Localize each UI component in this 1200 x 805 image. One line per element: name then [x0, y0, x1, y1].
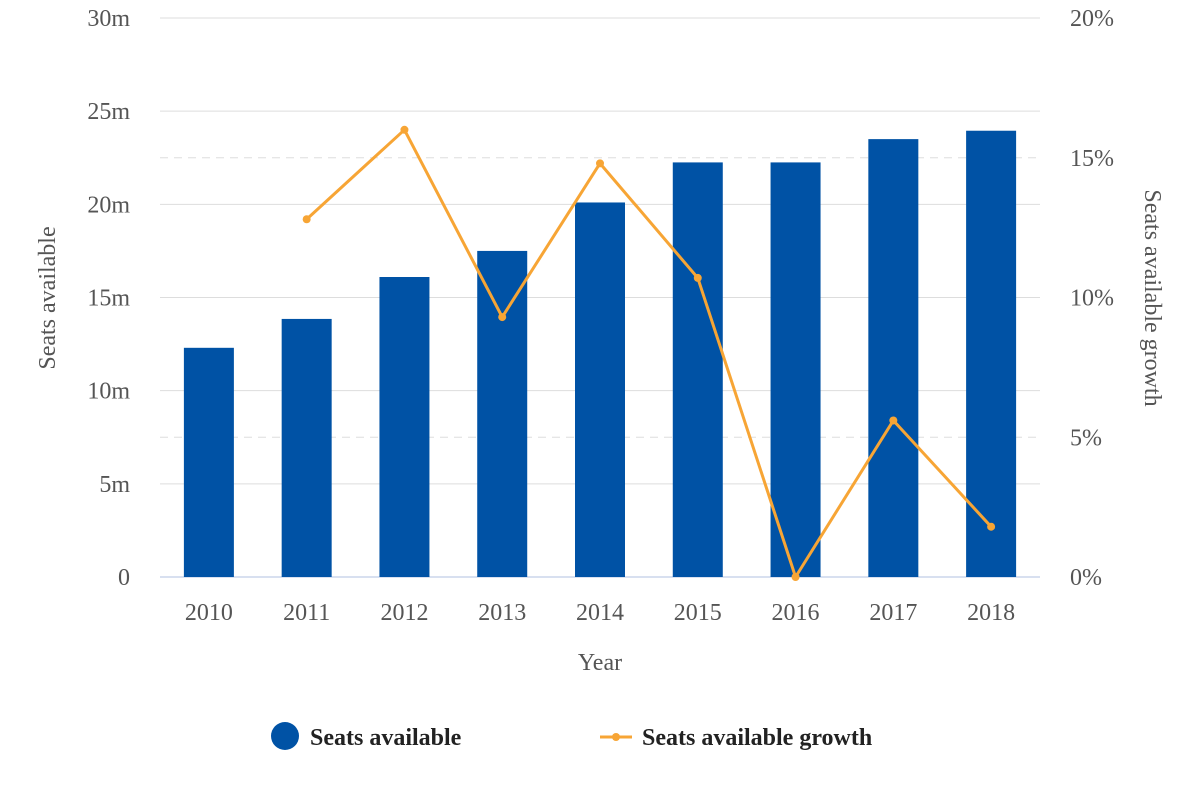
bar[interactable]	[575, 202, 625, 577]
y2-tick-label: 10%	[1070, 286, 1114, 312]
legend-label-seats-available-growth: Seats available growth	[642, 725, 872, 751]
y-tick-label: 25m	[87, 99, 130, 125]
x-tick-label: 2012	[380, 600, 428, 626]
y2-tick-label: 0%	[1070, 565, 1102, 591]
y-tick-label: 20m	[87, 192, 130, 218]
bar[interactable]	[477, 250, 528, 577]
legend-label-seats-available: Seats available	[310, 725, 462, 751]
bar[interactable]	[379, 277, 430, 577]
line-layer	[302, 125, 996, 581]
x-tick-label: 2015	[674, 600, 722, 626]
y2-tick-label: 15%	[1070, 146, 1114, 172]
x-tick-label: 2017	[869, 600, 917, 626]
legend-bar-marker	[271, 722, 299, 750]
bar[interactable]	[770, 162, 821, 578]
growth-point[interactable]	[596, 159, 604, 168]
y-tick-label: 0	[118, 565, 130, 591]
legend: Seats available Seats available growth	[271, 722, 872, 751]
x-tick-label: 2011	[283, 600, 330, 626]
y-tick-label: 30m	[87, 6, 130, 32]
growth-point[interactable]	[791, 573, 800, 581]
growth-point[interactable]	[889, 416, 898, 425]
bar[interactable]	[966, 130, 1017, 577]
y-tick-label: 15m	[87, 286, 130, 312]
y2-tick-label: 20%	[1070, 6, 1114, 32]
growth-point[interactable]	[693, 273, 702, 282]
bar[interactable]	[183, 347, 234, 577]
y-tick-label: 10m	[87, 379, 130, 405]
x-tick-label: 2014	[576, 600, 624, 626]
legend-item-seats-available[interactable]: Seats available	[271, 722, 462, 751]
x-tick-label: 2010	[185, 600, 233, 626]
bar[interactable]	[672, 162, 723, 578]
growth-point[interactable]	[400, 125, 409, 134]
legend-line-dot	[612, 733, 620, 741]
bar-layer	[183, 130, 1017, 578]
x-axis-title: Year	[578, 650, 622, 676]
y-axis-title: Seats available	[35, 226, 61, 369]
tick-layer: 0 5m 10m 15m 20m 25m 30m 0% 5% 10% 15% 20% 2010 2011 2…	[87, 6, 1114, 626]
x-tick-label: 2018	[967, 600, 1015, 626]
growth-point[interactable]	[302, 215, 311, 224]
y-tick-label: 5m	[99, 472, 130, 498]
x-tick-label: 2016	[772, 600, 820, 626]
x-tick-label: 2013	[478, 600, 526, 626]
growth-point[interactable]	[498, 313, 507, 322]
legend-item-seats-available-growth[interactable]: Seats available growth	[600, 725, 872, 751]
y2-tick-label: 5%	[1070, 425, 1102, 451]
y2-axis-title: Seats available growth	[1139, 189, 1165, 406]
growth-point[interactable]	[987, 522, 996, 531]
bar[interactable]	[868, 139, 919, 577]
growth-line	[305, 128, 993, 579]
bar[interactable]	[281, 318, 332, 577]
